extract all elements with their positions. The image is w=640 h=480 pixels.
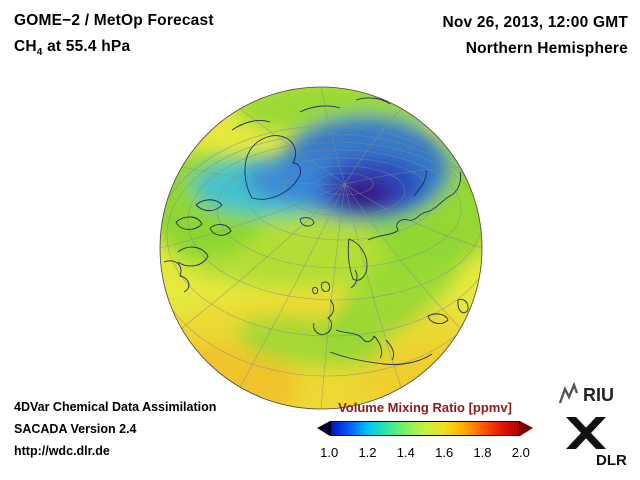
colorbar-tick: 1.8 [473,445,492,460]
header-right: Nov 26, 2013, 12:00 GMT Northern Hemisph… [442,10,628,62]
assimilation-label: 4DVar Chemical Data Assimilation [14,400,217,414]
dlr-logo-text: DLR [596,452,627,469]
footer-left: 4DVar Chemical Data Assimilation SACADA … [14,396,216,462]
hemisphere-label: Northern Hemisphere [465,40,628,57]
graticule [160,87,482,409]
colorbar-tick: 1.0 [320,445,339,460]
dlr-wing-icon [566,417,606,449]
colorbar-ticks: 1.0 1.2 1.4 1.6 1.8 2.0 [310,445,540,460]
colorbar-right-arrow [520,421,533,436]
pressure-level-label: at 55.4 hPa [42,38,131,55]
colorbar-left-arrow [317,421,330,436]
riu-logo: RIU [558,381,614,405]
riu-logo-text: RIU [583,385,614,405]
product-title: GOME−2 / MetOp Forecast [14,12,214,29]
version-label: SACADA Version 2.4 [14,422,137,436]
url-label: http://wdc.dlr.de [14,444,110,458]
riu-wave-icon [558,381,579,404]
ch4-field-layer [160,87,482,409]
colorbar-tick: 1.2 [358,445,377,460]
species-label: CH [14,38,37,55]
colorbar-tick: 1.6 [435,445,454,460]
colorbar-title: Volume Mixing Ratio [ppmv] [338,400,512,415]
header-left: GOME−2 / MetOp Forecast CH4 at 55.4 hPa [14,8,214,66]
timestamp-label: Nov 26, 2013, 12:00 GMT [442,14,628,31]
dlr-logo: DLR [566,417,627,469]
globe-limb [159,86,483,410]
colorbar-gradient [330,421,520,436]
colorbar-tick: 2.0 [511,445,530,460]
species-subscript: 4 [36,47,43,59]
colorbar-tick: 1.4 [396,445,415,460]
coastlines [163,97,469,365]
species-level-label: CH4 at 55.4 hPa [14,34,214,66]
